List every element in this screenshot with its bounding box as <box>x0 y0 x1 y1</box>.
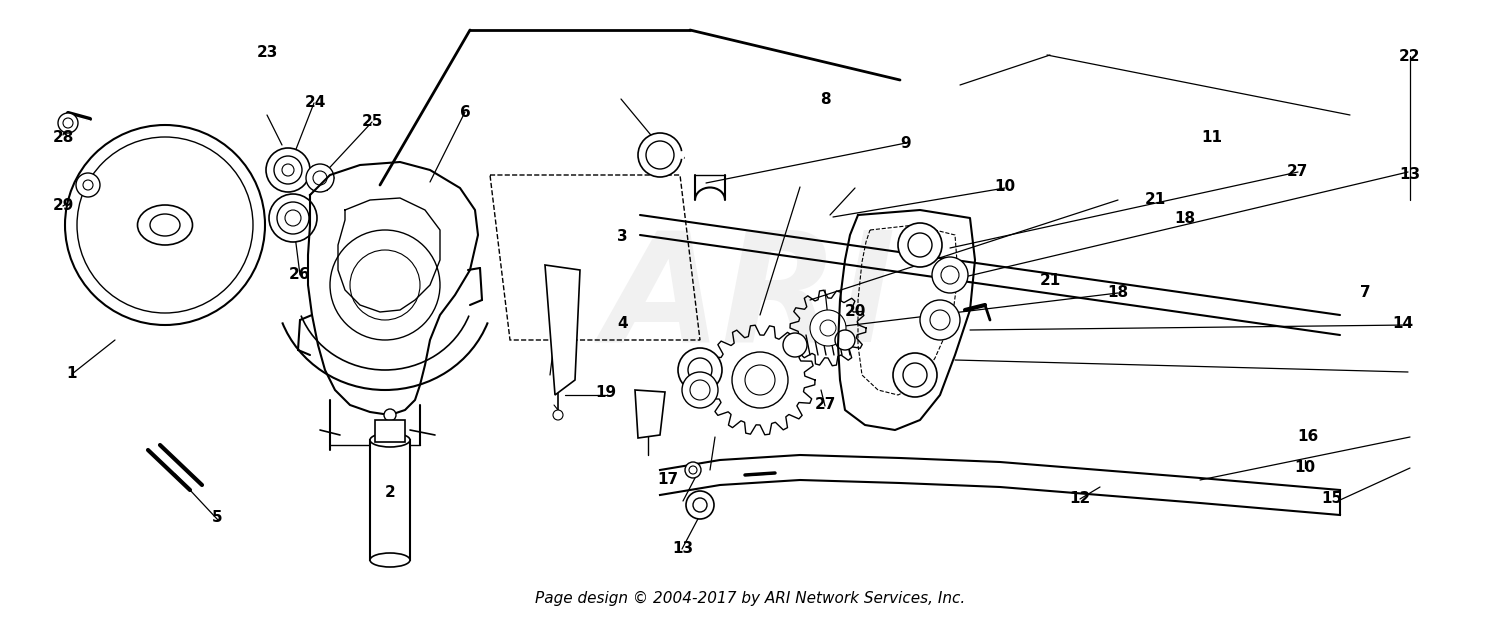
Circle shape <box>682 372 718 408</box>
Circle shape <box>686 491 714 519</box>
Text: 16: 16 <box>1298 429 1318 444</box>
Circle shape <box>58 113 78 133</box>
Circle shape <box>932 257 968 293</box>
Text: 23: 23 <box>256 45 278 60</box>
Circle shape <box>64 125 266 325</box>
Text: 10: 10 <box>994 179 1016 194</box>
Text: 12: 12 <box>1070 491 1090 506</box>
Text: 27: 27 <box>1287 164 1308 179</box>
Text: 9: 9 <box>900 136 912 151</box>
Text: 2: 2 <box>384 485 396 500</box>
Text: 13: 13 <box>672 541 693 556</box>
Circle shape <box>554 410 562 420</box>
Circle shape <box>920 300 960 340</box>
Polygon shape <box>544 265 580 395</box>
Text: Page design © 2004-2017 by ARI Network Services, Inc.: Page design © 2004-2017 by ARI Network S… <box>536 591 964 606</box>
Circle shape <box>892 353 938 397</box>
Circle shape <box>268 194 316 242</box>
Circle shape <box>732 352 788 408</box>
Text: 11: 11 <box>1202 130 1222 145</box>
Text: 6: 6 <box>459 105 471 120</box>
Text: 29: 29 <box>53 198 74 213</box>
Circle shape <box>678 348 722 392</box>
Text: 17: 17 <box>657 472 678 487</box>
Text: 14: 14 <box>1392 316 1413 331</box>
Bar <box>375 420 405 442</box>
Text: 7: 7 <box>1359 285 1371 300</box>
Text: 19: 19 <box>596 385 616 400</box>
Ellipse shape <box>138 205 192 245</box>
Text: 22: 22 <box>1400 49 1420 64</box>
Text: 10: 10 <box>1294 460 1316 475</box>
Text: 18: 18 <box>1174 211 1196 226</box>
Circle shape <box>266 148 310 192</box>
Ellipse shape <box>370 433 410 447</box>
Text: 21: 21 <box>1144 192 1166 207</box>
Text: 3: 3 <box>616 229 628 244</box>
Text: 26: 26 <box>290 267 310 282</box>
Text: 25: 25 <box>362 114 382 129</box>
Text: 28: 28 <box>53 130 74 145</box>
Text: 1: 1 <box>66 366 78 381</box>
Text: 21: 21 <box>1040 273 1060 288</box>
Bar <box>370 440 410 560</box>
Circle shape <box>810 310 846 346</box>
Text: 8: 8 <box>819 92 831 107</box>
Circle shape <box>836 330 855 350</box>
Circle shape <box>898 223 942 267</box>
Circle shape <box>384 409 396 421</box>
Circle shape <box>76 173 101 197</box>
Polygon shape <box>634 390 664 438</box>
Text: 27: 27 <box>815 397 836 412</box>
Text: 18: 18 <box>1107 285 1128 300</box>
Text: 15: 15 <box>1322 491 1342 506</box>
Text: 24: 24 <box>304 95 326 110</box>
Text: 4: 4 <box>616 316 628 331</box>
Circle shape <box>686 462 700 478</box>
Text: 13: 13 <box>1400 167 1420 182</box>
Circle shape <box>306 164 334 192</box>
Text: 20: 20 <box>844 304 865 319</box>
Text: 5: 5 <box>211 510 223 525</box>
Circle shape <box>783 333 807 357</box>
Text: ARI: ARI <box>603 224 897 374</box>
Circle shape <box>638 133 682 177</box>
Ellipse shape <box>370 553 410 567</box>
